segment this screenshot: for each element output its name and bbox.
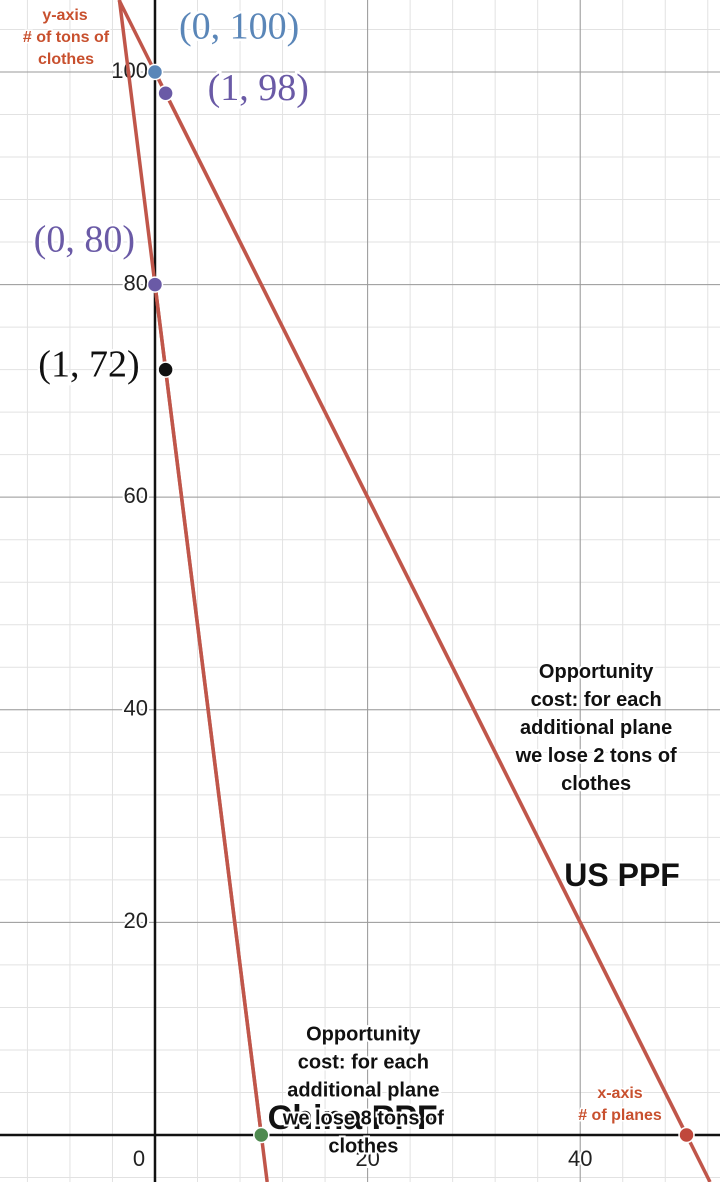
y-axis-label: clothes <box>38 51 94 68</box>
point-label: (0, 100) <box>179 6 299 48</box>
series-label: US PPF <box>564 857 680 893</box>
point <box>157 84 174 102</box>
series-label: China PPF <box>268 1099 438 1137</box>
point <box>253 1126 270 1144</box>
annotation: clothes <box>328 1135 398 1157</box>
y-tick-label: 40 <box>124 696 148 721</box>
x-tick-label: 0 <box>133 1146 145 1171</box>
point-label: (1, 98) <box>208 67 309 109</box>
ppf-line <box>153 71 689 1136</box>
point-label: (1, 72) <box>38 343 139 385</box>
y-axis-label: y-axis <box>42 7 87 24</box>
y-tick-label: 20 <box>124 908 148 933</box>
y-axis-label: # of tons of <box>23 29 110 46</box>
point <box>146 63 164 81</box>
x-axis-label: x-axis <box>597 1085 642 1102</box>
annotation: we lose 8 tons of <box>282 1107 444 1129</box>
y-tick-label: 60 <box>124 483 148 508</box>
annotation: additional plane <box>520 717 672 739</box>
x-axis-label: # of planes <box>578 1107 662 1124</box>
point <box>157 361 174 378</box>
point <box>146 276 164 293</box>
annotation: clothes <box>561 773 631 795</box>
annotation: Opportunity <box>539 661 654 683</box>
point-label: (0, 80) <box>34 218 135 260</box>
annotation: cost: for each <box>531 689 662 711</box>
annotation: cost: for each <box>298 1051 429 1073</box>
y-tick-label: 80 <box>124 270 148 295</box>
annotation: additional plane <box>287 1079 439 1101</box>
x-tick-label: 40 <box>568 1146 592 1171</box>
x-tick-label: 20 <box>355 1146 379 1171</box>
annotation: we lose 2 tons of <box>515 745 677 767</box>
point <box>678 1126 695 1144</box>
annotation: Opportunity <box>306 1023 421 1045</box>
